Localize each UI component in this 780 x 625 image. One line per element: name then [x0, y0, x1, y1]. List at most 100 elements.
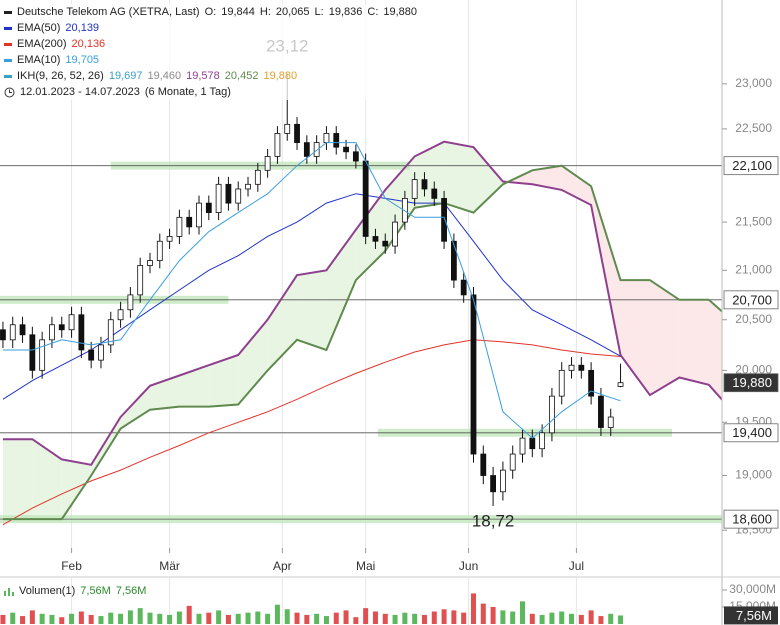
volume-bar: [559, 611, 565, 624]
candle-body: [39, 339, 46, 371]
candle-body: [362, 160, 369, 237]
volume-icon: [4, 588, 14, 596]
cloud-fill: [61, 459, 92, 520]
ema-line: [2, 142, 621, 439]
legend-row: EMA(50) 20,139: [4, 20, 427, 36]
candle-body: [245, 183, 251, 190]
volume-bar: [314, 613, 320, 624]
y-tick-label: 20,000: [735, 363, 772, 377]
candle-body: [500, 469, 506, 493]
volume-bar: [431, 611, 437, 624]
legend-value: 19,880: [263, 70, 298, 82]
volume-bar: [382, 613, 388, 624]
cloud-fill: [532, 165, 562, 190]
volume-bar: [167, 614, 173, 624]
volume-bar: [520, 601, 526, 624]
volume-bar: [157, 613, 163, 624]
volume-bar: [147, 612, 153, 624]
quote-value: 19,836: [328, 6, 363, 18]
candle-body: [607, 416, 614, 428]
level-label-box: [723, 509, 779, 529]
legend-row: EMA(10) 19,705: [4, 52, 427, 68]
legend-value: 19,705: [65, 54, 100, 66]
candle-body: [127, 294, 134, 311]
volume-last: 7,56M: [736, 608, 772, 623]
cloud-fill: [32, 439, 62, 520]
x-tick-label: Feb: [61, 559, 82, 573]
candle-body: [186, 216, 193, 228]
volume-bar: [206, 612, 212, 624]
y-tick-label: 20,500: [735, 312, 772, 326]
level-label-box: [723, 156, 779, 176]
candle-body: [29, 334, 36, 371]
volume-bar: [304, 614, 310, 624]
quote-key: L:: [314, 6, 324, 18]
volume-bar: [539, 614, 545, 624]
candle-body: [284, 123, 291, 134]
legend-value: 19,697: [108, 70, 143, 82]
quote-key: C:: [367, 6, 379, 18]
cloud-fill: [679, 299, 709, 385]
level-label: 18,600: [732, 512, 772, 527]
legend-value: 19,460: [147, 70, 182, 82]
candle-body: [558, 369, 565, 397]
cloud-fill: [620, 280, 650, 396]
volume-bar: [216, 610, 222, 624]
volume-bar: [451, 610, 457, 624]
candle-body: [392, 221, 398, 247]
volume-bar: [588, 610, 594, 624]
legend-value: 20,136: [71, 38, 106, 50]
ema-line: [2, 193, 621, 400]
cloud-fill: [708, 299, 722, 400]
legend-name: IKH(9, 26, 52, 26): [17, 70, 104, 82]
candle-body: [156, 240, 163, 261]
candle-body: [578, 364, 585, 371]
volume-bar: [255, 611, 261, 624]
candle-body: [166, 236, 173, 242]
candle-body: [401, 197, 408, 223]
candle-body: [205, 202, 212, 213]
y-tick-label: 21,000: [735, 263, 772, 277]
volume-bar: [618, 615, 624, 624]
quote: O: 19,844 H: 20,065 L: 19,836 C: 19,880: [205, 4, 422, 20]
candle-body: [460, 279, 467, 296]
x-tick-label: Jul: [569, 559, 584, 573]
volume-bar: [274, 604, 280, 624]
volume-bar: [500, 610, 506, 624]
volume-bar: [608, 613, 614, 624]
candle-body: [303, 142, 310, 157]
candle-body: [98, 344, 104, 361]
instrument-title: Deutsche Telekom AG (XETRA, Last): [17, 6, 200, 18]
volume-bar: [549, 612, 555, 624]
volume-label: Volumen(1): [19, 585, 76, 597]
candle-body: [254, 169, 261, 185]
candle-body: [137, 265, 144, 296]
volume-bar: [88, 614, 94, 624]
volume-bar: [294, 612, 300, 624]
volume-bar: [421, 614, 427, 624]
y-tick-label: 21,500: [735, 214, 772, 228]
candle-body: [88, 349, 95, 361]
volume-bar: [235, 613, 241, 624]
candle-body: [333, 133, 340, 148]
candle-body: [598, 395, 604, 428]
candle-body: [549, 395, 555, 434]
volume-bar: [363, 608, 369, 624]
candle-body: [411, 179, 418, 199]
candle-body: [382, 240, 389, 247]
candle-body: [352, 151, 359, 162]
volume-bar: [78, 611, 84, 624]
candle-body: [0, 329, 6, 341]
volume-bar: [69, 613, 75, 624]
volume-bar: [441, 609, 447, 624]
span-b-line: [2, 164, 722, 521]
ema-line: [2, 339, 621, 526]
volume-bar: [470, 593, 476, 624]
legend-value: 20,139: [65, 22, 100, 34]
candle-body: [225, 183, 232, 204]
volume-bar: [59, 617, 65, 624]
volume-legend: Volumen(1) 7,56M 7,56M: [4, 585, 151, 597]
volume-bar: [196, 613, 202, 624]
candle-body: [372, 236, 379, 242]
